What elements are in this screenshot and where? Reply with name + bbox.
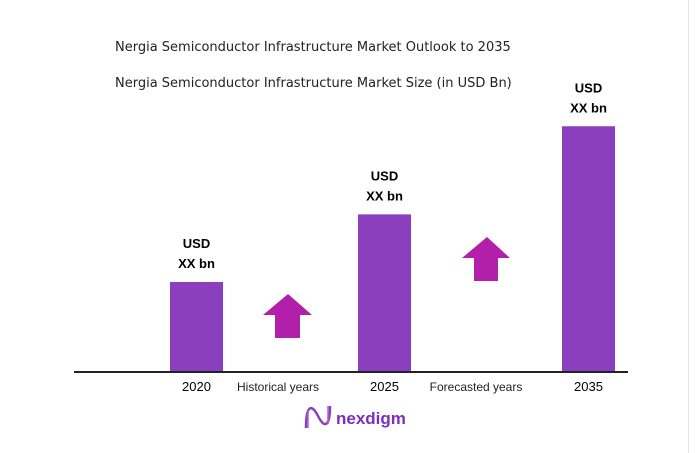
data-label: XX bn [178, 256, 215, 271]
logo-text: nexdigm [336, 409, 406, 428]
chart-subtitle: Nergia Semiconductor Infrastructure Mark… [115, 76, 512, 91]
nexdigm-logo-icon: nexdigm [304, 405, 406, 429]
up-arrow-icon [462, 237, 510, 281]
period-label-historical: Historical years [237, 380, 319, 394]
bar-2035 [562, 126, 615, 371]
data-label: XX bn [366, 188, 403, 203]
data-label: USD [371, 168, 398, 183]
x-tick-label: 2035 [574, 379, 603, 394]
up-arrow-icon [263, 294, 312, 338]
data-label: USD [575, 80, 602, 95]
x-tick-label: 2025 [370, 379, 399, 394]
page-edge [688, 0, 689, 453]
chart-title: Nergia Semiconductor Infrastructure Mark… [115, 40, 511, 55]
bar-2025 [358, 214, 411, 371]
data-label: XX bn [570, 100, 607, 115]
period-label-forecasted: Forecasted years [430, 380, 523, 394]
bar-2020 [170, 282, 223, 371]
x-tick-label: 2020 [182, 379, 211, 394]
data-label: USD [183, 236, 210, 251]
